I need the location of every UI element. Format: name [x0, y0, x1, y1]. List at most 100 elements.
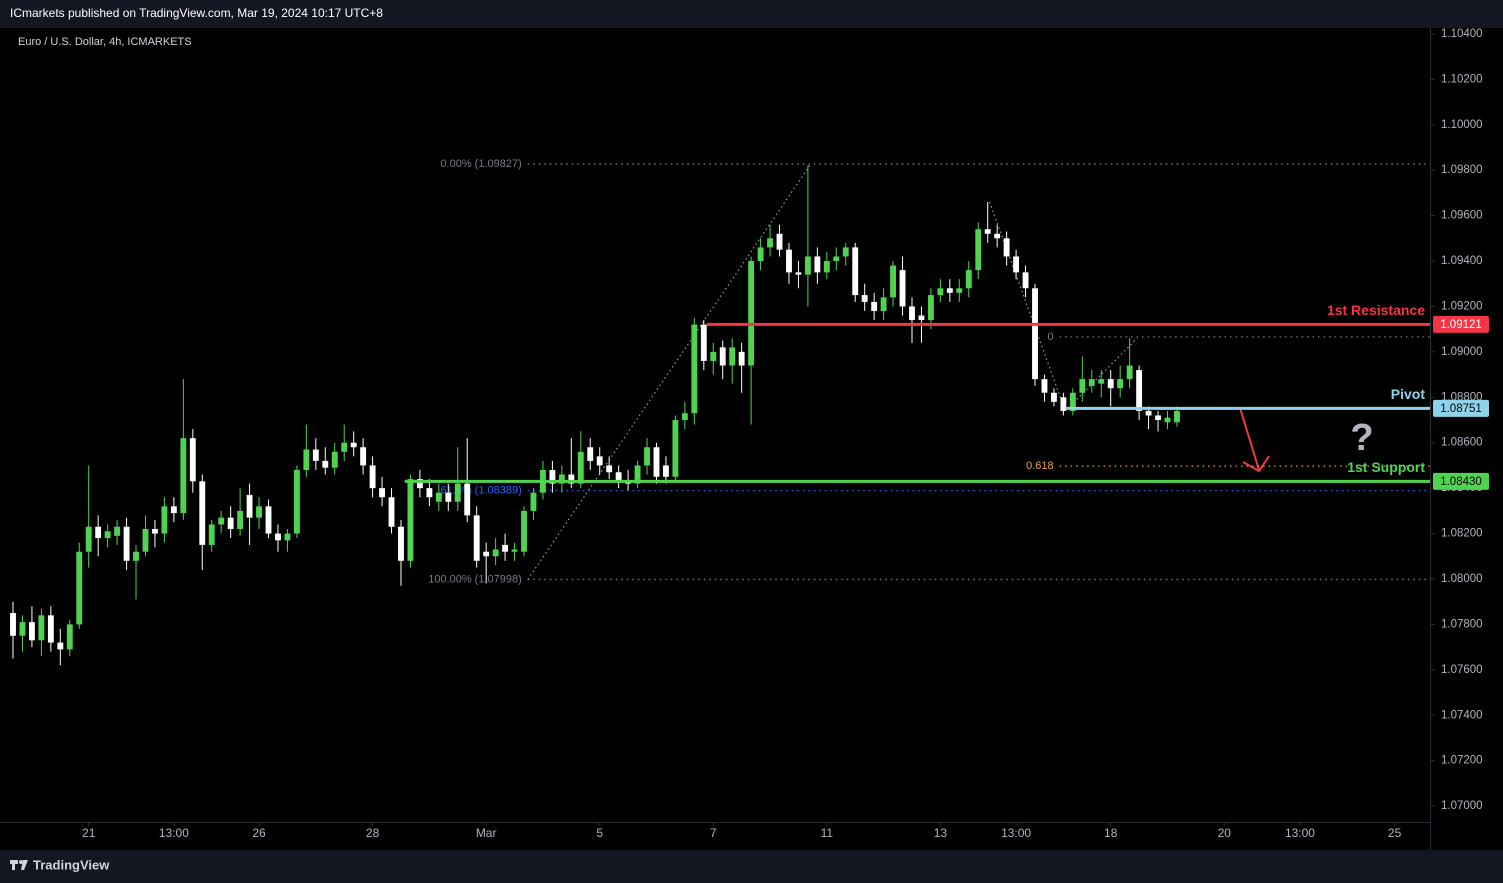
- x-tick-label: 13: [934, 826, 948, 840]
- y-tick-label: 1.08200: [1441, 528, 1483, 540]
- candle-body: [842, 247, 849, 257]
- fib-label: 0.00% (1.09827): [440, 158, 521, 170]
- candle-body: [76, 551, 83, 625]
- candle-body: [984, 229, 991, 234]
- candle-body: [823, 261, 830, 273]
- candle-body: [681, 413, 688, 421]
- candle-body: [170, 506, 177, 514]
- candle-body: [899, 270, 906, 307]
- candle-body: [861, 295, 868, 302]
- y-tick-label: 1.08600: [1441, 437, 1483, 449]
- candle-body: [379, 488, 385, 498]
- candle-body: [180, 438, 187, 514]
- candle-body: [795, 272, 802, 275]
- trend-line: [527, 163, 812, 580]
- candle-body: [1032, 288, 1038, 380]
- y-tick-label: 1.07200: [1441, 755, 1483, 767]
- candle-body: [265, 506, 272, 534]
- candle-body: [104, 531, 111, 539]
- candle-body: [445, 492, 452, 502]
- candle-body: [994, 233, 1001, 239]
- candle-body: [1041, 379, 1048, 393]
- candle-body: [748, 261, 755, 366]
- candle-body: [1098, 379, 1105, 384]
- candle-body: [483, 551, 490, 557]
- candle-body: [833, 256, 840, 262]
- candle-body: [511, 549, 518, 552]
- candle-body: [918, 315, 925, 321]
- candle-body: [767, 238, 773, 248]
- candle-body: [1069, 392, 1076, 411]
- candle-body: [653, 447, 660, 477]
- price-tag: [1433, 399, 1489, 417]
- candle-body: [502, 544, 509, 552]
- candle-body: [880, 297, 887, 311]
- candle-body: [19, 622, 26, 636]
- y-tick-label: 1.09000: [1441, 346, 1483, 358]
- candle-body: [1174, 410, 1180, 423]
- x-tick-label: 11: [821, 826, 834, 840]
- bottom-bar: [0, 850, 1503, 883]
- question-mark: ?: [1350, 417, 1373, 459]
- candle-body: [577, 451, 584, 484]
- candle-body: [975, 229, 982, 271]
- candle-body: [360, 447, 367, 466]
- candle-body: [426, 488, 433, 498]
- candle-body: [208, 524, 215, 545]
- candle-body: [161, 506, 168, 534]
- candle-body: [114, 526, 121, 536]
- candle-body: [38, 615, 45, 641]
- candle-body: [634, 465, 641, 484]
- candle-body: [852, 247, 859, 296]
- candle-body: [322, 460, 329, 468]
- candle-body: [369, 465, 376, 489]
- candle-body: [672, 420, 679, 477]
- candle-body: [946, 288, 953, 293]
- candle-body: [454, 483, 461, 502]
- candle-body: [256, 506, 262, 518]
- candle-body: [568, 474, 575, 484]
- price-tag: [1433, 315, 1489, 333]
- fib-label: 0: [1047, 331, 1053, 343]
- candle-body: [1155, 415, 1161, 421]
- candle-body: [956, 288, 963, 293]
- candle-body: [237, 510, 244, 530]
- y-tick-label: 1.09600: [1441, 210, 1483, 222]
- y-tick-label: 1.07000: [1441, 800, 1483, 812]
- candle-body: [606, 465, 613, 473]
- price-tag: [1433, 472, 1489, 490]
- candle-body: [350, 442, 357, 448]
- candle-body: [927, 295, 934, 321]
- candle-body: [123, 526, 130, 561]
- level-name: 1st Support: [1347, 459, 1425, 475]
- publisher: ICmarkets published on TradingView.com, …: [10, 6, 383, 20]
- candle-body: [388, 497, 395, 527]
- candle-body: [710, 351, 717, 361]
- candle-body: [142, 529, 149, 552]
- candle-body: [909, 306, 915, 321]
- x-tick-label: 13:00: [1285, 826, 1315, 840]
- y-tick-label: 1.08000: [1441, 573, 1483, 585]
- candle-body: [1164, 417, 1171, 423]
- candle-body: [341, 442, 348, 452]
- candle-body: [1003, 238, 1010, 257]
- x-tick-label: 7: [710, 826, 717, 840]
- candle-body: [1107, 379, 1114, 389]
- candle-body: [1079, 379, 1086, 393]
- candle-body: [1126, 365, 1133, 380]
- candle-body: [95, 526, 102, 539]
- x-tick-label: 28: [366, 826, 380, 840]
- candle-body: [1051, 392, 1057, 402]
- footer-brand: TradingView: [33, 857, 110, 872]
- candle-body: [558, 474, 565, 484]
- fib-label: 100.00% (1.07998): [428, 573, 522, 585]
- candle-body: [284, 533, 291, 541]
- y-tick-label: 1.10200: [1441, 73, 1483, 85]
- x-tick-label: 13:00: [1001, 826, 1031, 840]
- candle-body: [549, 469, 556, 484]
- candle-body: [937, 288, 944, 296]
- y-tick-label: 1.07400: [1441, 709, 1483, 721]
- x-tick-label: 18: [1104, 826, 1118, 840]
- price-tag-label: 1.08751: [1440, 403, 1482, 415]
